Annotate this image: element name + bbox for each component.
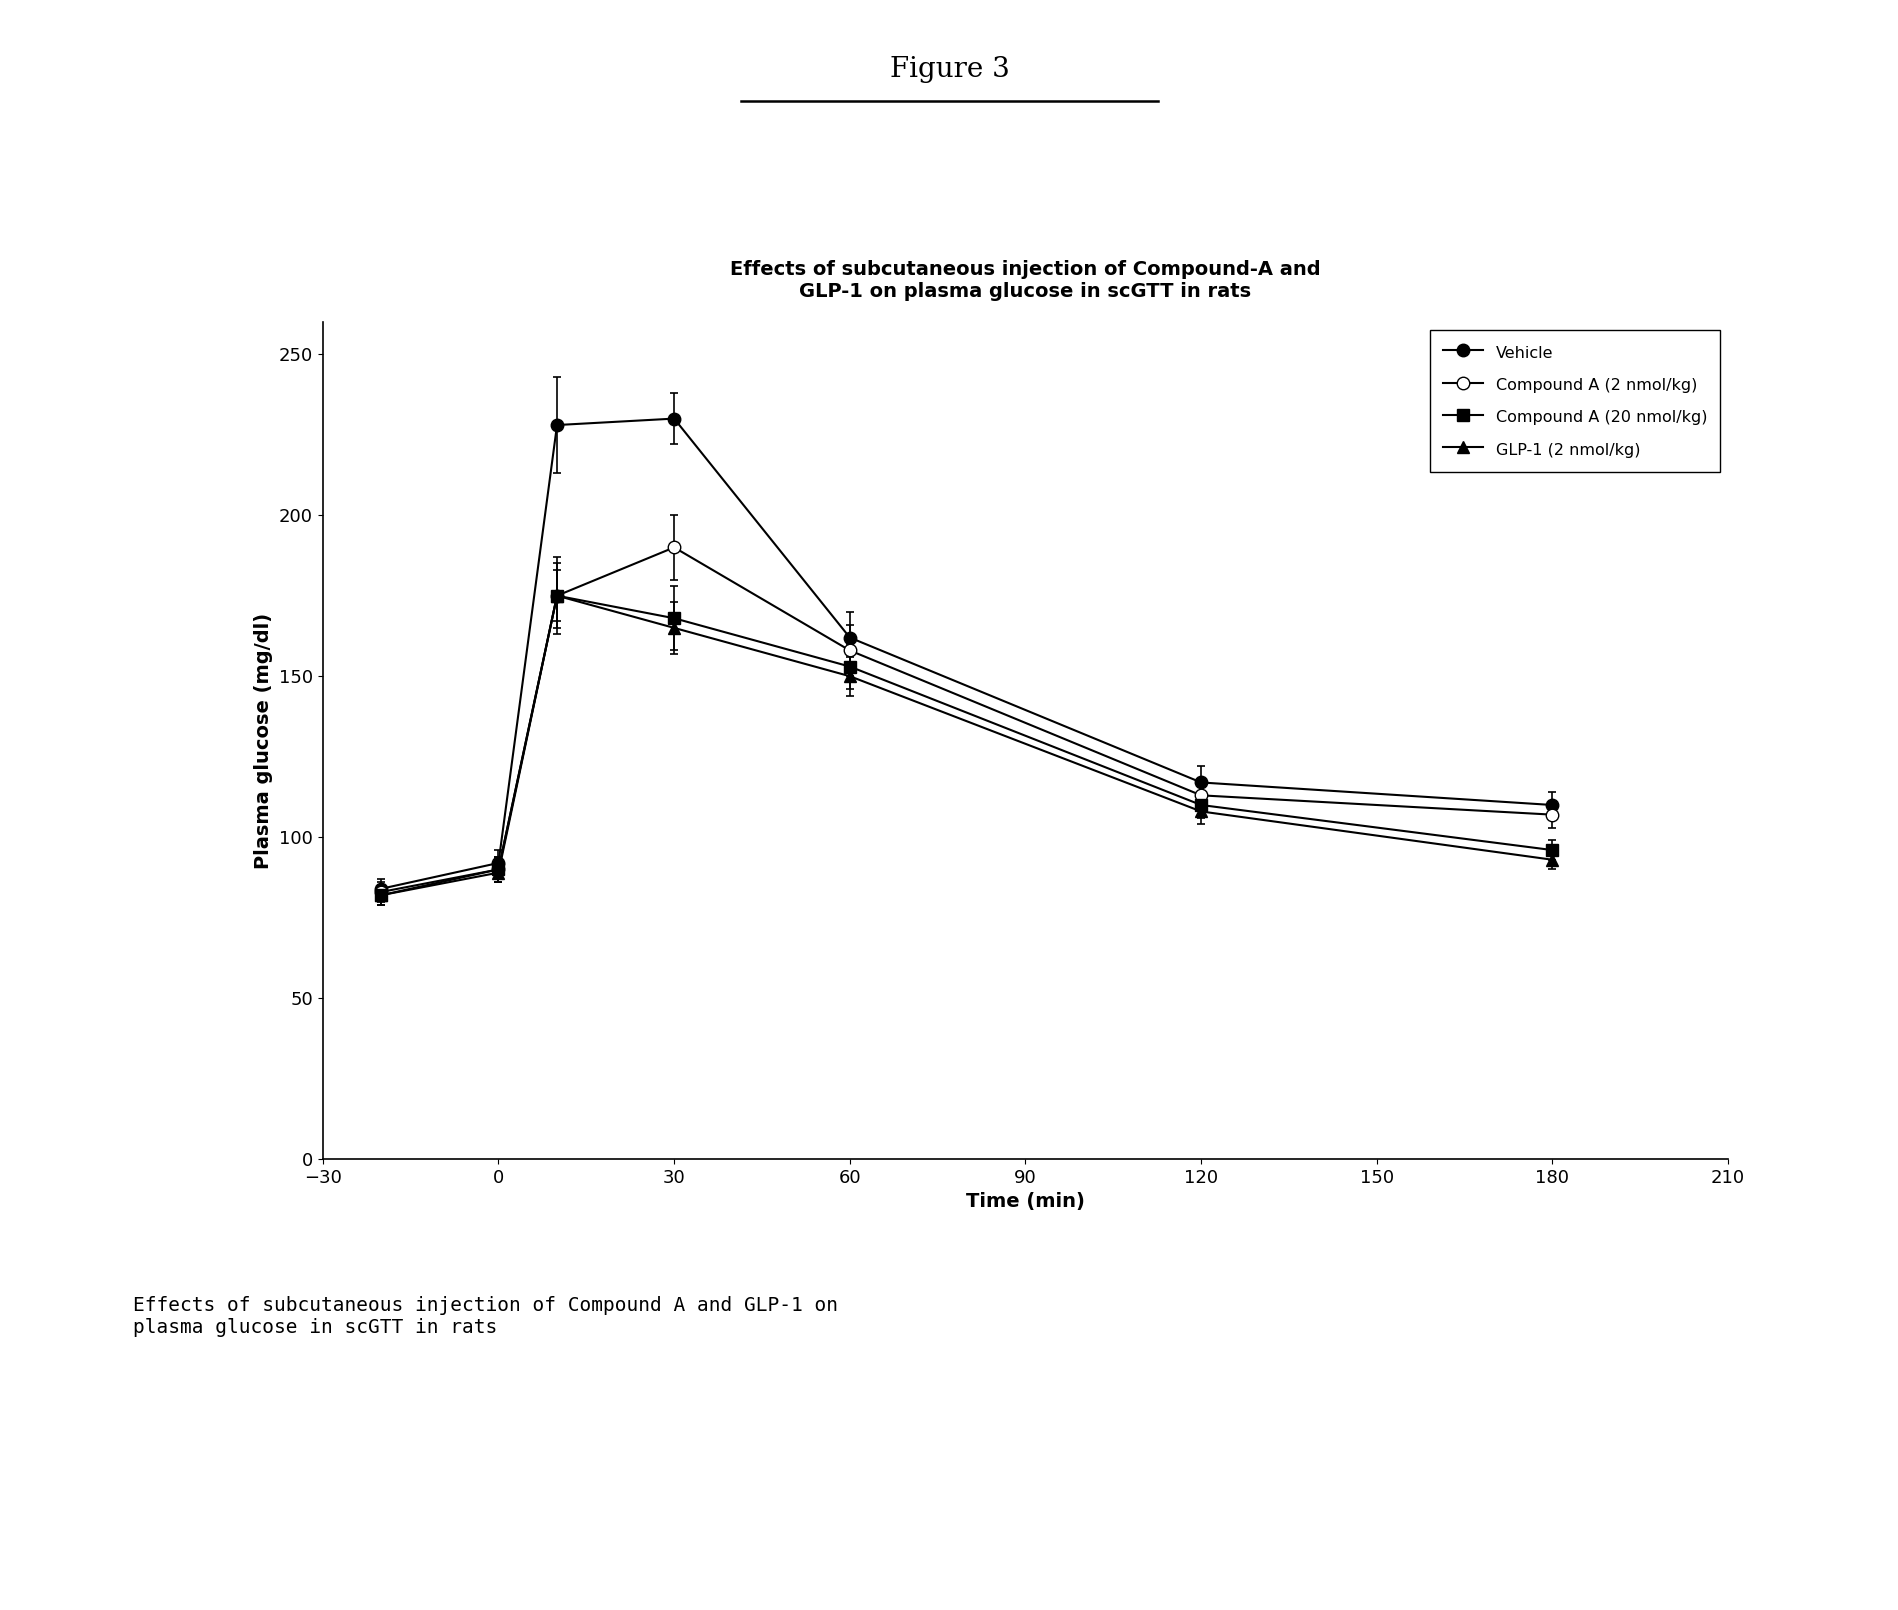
X-axis label: Time (min): Time (min) <box>966 1193 1084 1211</box>
Legend: Vehicle, Compound A (2 nmol/kg), Compound A (20 nmol/kg), GLP-1 (2 nmol/kg): Vehicle, Compound A (2 nmol/kg), Compoun… <box>1429 330 1720 472</box>
Text: Effects of subcutaneous injection of Compound A and GLP-1 on
plasma glucose in s: Effects of subcutaneous injection of Com… <box>133 1296 837 1336</box>
Title: Effects of subcutaneous injection of Compound-A and
GLP-1 on plasma glucose in s: Effects of subcutaneous injection of Com… <box>729 259 1321 301</box>
Text: Figure 3: Figure 3 <box>888 56 1010 84</box>
Y-axis label: Plasma glucose (mg/dl): Plasma glucose (mg/dl) <box>254 612 273 869</box>
